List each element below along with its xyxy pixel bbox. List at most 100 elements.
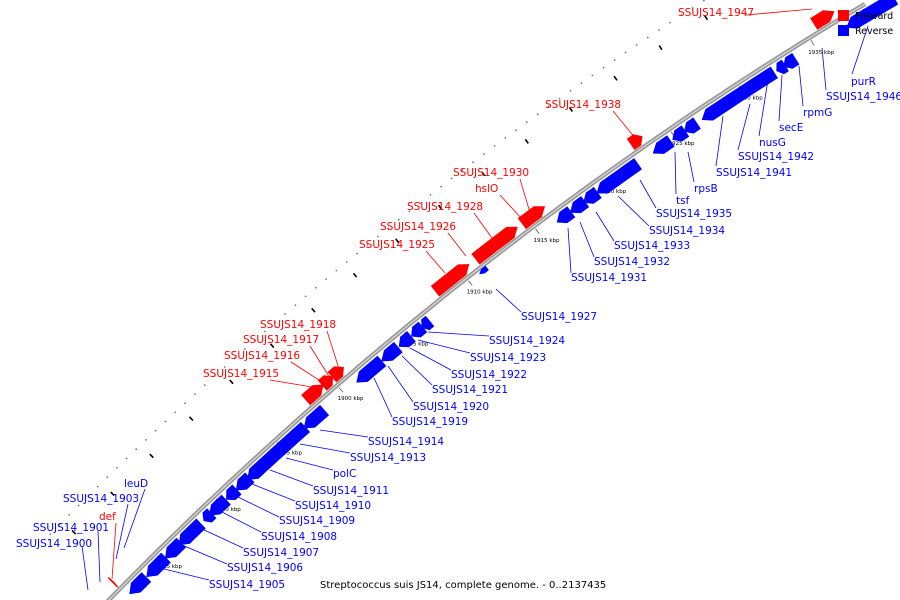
reverse-gene-label: SSUJS14_1903: [63, 493, 139, 505]
ring-dot: [646, 36, 649, 39]
ring-dot: [164, 420, 167, 423]
tick-label: 1920 kbp: [600, 189, 626, 195]
ring-dot: [669, 21, 671, 24]
tick-mark: [535, 228, 540, 234]
reverse-gene: [857, 0, 899, 22]
tick-mark: [810, 40, 815, 46]
ring-dot: [213, 375, 216, 377]
tick-mark: [468, 280, 473, 286]
ring-dot: [691, 7, 694, 9]
reverse-gene-label: SSUJS14_1907: [243, 547, 319, 559]
reverse-gene-label: polC: [333, 468, 356, 480]
reverse-gene-label: SSUJS14_1942: [738, 151, 814, 163]
reverse-gene: [701, 66, 778, 121]
reverse-gene-leader: [299, 443, 351, 454]
forward-gene: [430, 264, 470, 297]
tick-label: 1925 kbp: [669, 141, 695, 147]
tick-label: 1915 kbp: [534, 238, 560, 244]
ring-dot: [408, 210, 411, 213]
ring-mark: [437, 204, 443, 210]
reverse-gene-leader: [778, 74, 783, 122]
reverse-gene-label: SSUJS14_1919: [392, 416, 468, 428]
ring-dot: [325, 278, 327, 280]
ring-mark: [149, 453, 154, 459]
ring-dot: [68, 514, 71, 516]
ring-dot: [233, 357, 236, 359]
forward-gene: [517, 206, 545, 229]
ring-dot: [624, 51, 627, 54]
ring-dot: [106, 476, 109, 479]
reverse-gene: [381, 342, 403, 362]
ring-dot: [284, 313, 287, 315]
ring-dot: [58, 523, 61, 526]
reverse-gene-leader: [269, 469, 314, 487]
forward-gene-label: hslO: [475, 183, 498, 195]
reverse-gene-leader: [285, 457, 334, 471]
ring-mark: [524, 138, 529, 144]
ring-dot: [397, 218, 400, 221]
ring-dot: [243, 348, 246, 351]
reverse-gene-label: SSUJS14_1914: [368, 436, 444, 448]
forward-gene-leader: [326, 330, 341, 373]
reverse-gene-label: SSUJS14_1941: [716, 167, 792, 179]
ring-dot: [635, 44, 638, 46]
reverse-gene: [783, 53, 800, 69]
ring-mark: [352, 272, 358, 278]
reverse-gene-leader: [115, 503, 129, 560]
forward-gene-leader: [499, 194, 522, 219]
reverse-gene-leader: [237, 496, 280, 518]
ring-dot: [77, 504, 80, 507]
reverse-gene-label: SSUJS14_1909: [279, 515, 355, 527]
ring-dot: [547, 105, 550, 108]
ring-dot: [450, 177, 453, 180]
forward-gene-leader: [309, 345, 331, 379]
reverse-gene: [178, 518, 206, 546]
reverse-gene-leader: [737, 103, 751, 151]
ring-dot: [135, 448, 138, 451]
reverse-gene-label: rpsB: [694, 183, 718, 195]
kbp-ticks: 1885 kbp 1890 kbp 1895 kbp 1900 kbp 1905 kbp…: [156, 40, 835, 570]
forward-gene: [317, 375, 333, 391]
reverse-gene-leader: [401, 355, 433, 386]
forward-gene-leader: [473, 212, 498, 246]
ring-dot: [154, 429, 157, 432]
tick-label: 1905 kbp: [403, 341, 429, 347]
reverse-genes: [129, 0, 899, 595]
reverse-gene-label: SSUJS14_1908: [261, 531, 337, 543]
ring-dot: [526, 121, 528, 123]
reverse-gene-leader: [427, 331, 490, 337]
reverse-gene: [209, 494, 231, 516]
ring-dot: [515, 129, 517, 132]
reverse-gene-label: tsf: [676, 195, 690, 207]
ring-dot: [203, 384, 206, 386]
forward-gene-label: SSUJS14_1938: [545, 99, 621, 111]
reverse-gene-label: SSUJS14_1906: [227, 562, 303, 574]
reverse-gene-label: SSUJS14_1935: [656, 208, 732, 220]
ring-dot: [569, 89, 572, 92]
ring-dot: [356, 252, 358, 255]
ring-mark: [703, 15, 709, 21]
reverse-gene-leader: [217, 509, 262, 533]
tick-label: 1910 kbp: [467, 290, 493, 296]
reverse-gene-leader: [851, 25, 869, 75]
forward-gene-label: SSUJS14_1916: [224, 350, 300, 362]
ring-dot: [602, 66, 605, 69]
reverse-gene-label: SSUJS14_1910: [295, 500, 371, 512]
reverse-gene-label: purR: [851, 76, 876, 88]
ring-dot: [87, 495, 89, 497]
ring-dot: [125, 457, 128, 460]
reverse-gene: [684, 117, 701, 134]
reverse-gene-leader: [123, 488, 146, 549]
forward-gene: [301, 384, 324, 406]
ring-dot: [194, 393, 196, 395]
ring-dot: [223, 366, 226, 368]
reverse-gene: [398, 331, 416, 348]
ring-dot: [580, 82, 583, 84]
reverse-gene-leader: [417, 339, 471, 354]
legend: Forward Reverse: [838, 10, 893, 37]
reverse-gene-leader: [674, 151, 677, 195]
tick-label: 1900 kbp: [338, 396, 364, 402]
reverse-gene-leader: [251, 483, 296, 502]
reverse-gene-leader: [97, 530, 101, 583]
reverse-gene-leader: [821, 47, 827, 91]
